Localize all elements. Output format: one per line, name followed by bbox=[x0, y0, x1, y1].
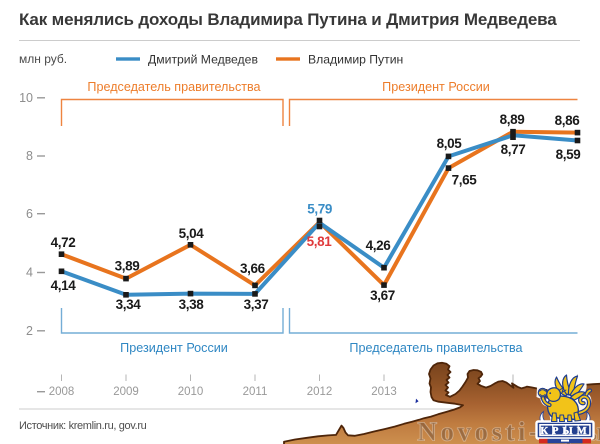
svg-text:3,38: 3,38 bbox=[179, 297, 205, 312]
svg-text:7,65: 7,65 bbox=[452, 173, 478, 188]
svg-text:10: 10 bbox=[19, 91, 33, 105]
svg-text:2012: 2012 bbox=[307, 386, 333, 398]
svg-text:5,81: 5,81 bbox=[307, 234, 333, 249]
svg-text:Председатель правительства: Председатель правительства bbox=[87, 80, 260, 94]
svg-text:3,67: 3,67 bbox=[370, 288, 395, 303]
svg-text:8,77: 8,77 bbox=[501, 142, 526, 157]
svg-text:Президент России: Президент России bbox=[120, 341, 228, 355]
svg-text:8,59: 8,59 bbox=[556, 147, 581, 162]
svg-text:2011: 2011 bbox=[243, 386, 268, 398]
svg-text:4: 4 bbox=[26, 266, 33, 280]
svg-text:Как менялись доходы Владимира: Как менялись доходы Владимира Путина и Д… bbox=[19, 10, 557, 29]
svg-text:Владимир Путин: Владимир Путин bbox=[308, 53, 403, 67]
svg-text:млн руб.: млн руб. bbox=[19, 52, 67, 66]
svg-text:4,72: 4,72 bbox=[51, 235, 76, 250]
svg-text:Председатель правительства: Председатель правительства bbox=[349, 341, 522, 355]
svg-text:Источник: kremlin.ru, gov.ru: Источник: kremlin.ru, gov.ru bbox=[19, 420, 147, 432]
svg-text:2013: 2013 bbox=[371, 386, 397, 398]
svg-text:8,05: 8,05 bbox=[437, 136, 463, 151]
svg-text:5,79: 5,79 bbox=[307, 202, 332, 217]
svg-text:3,66: 3,66 bbox=[240, 261, 266, 276]
svg-text:8,89: 8,89 bbox=[500, 112, 525, 127]
svg-text:3,89: 3,89 bbox=[115, 259, 140, 274]
svg-text:Президент России: Президент России bbox=[382, 80, 490, 94]
svg-text:Дмитрий Медведев: Дмитрий Медведев bbox=[148, 53, 258, 67]
svg-text:4,14: 4,14 bbox=[51, 278, 77, 293]
svg-text:8,86: 8,86 bbox=[555, 113, 581, 128]
svg-text:6: 6 bbox=[26, 207, 33, 221]
svg-text:3,34: 3,34 bbox=[116, 297, 142, 312]
svg-text:3,37: 3,37 bbox=[244, 297, 269, 312]
svg-text:2: 2 bbox=[26, 324, 33, 338]
svg-text:2010: 2010 bbox=[178, 386, 204, 398]
svg-text:5,04: 5,04 bbox=[179, 226, 205, 241]
svg-text:2009: 2009 bbox=[113, 386, 139, 398]
svg-text:4,26: 4,26 bbox=[366, 238, 392, 253]
svg-text:8: 8 bbox=[26, 149, 33, 163]
svg-text:2008: 2008 bbox=[49, 386, 75, 398]
svg-text:КРЫМ: КРЫМ bbox=[540, 426, 590, 437]
